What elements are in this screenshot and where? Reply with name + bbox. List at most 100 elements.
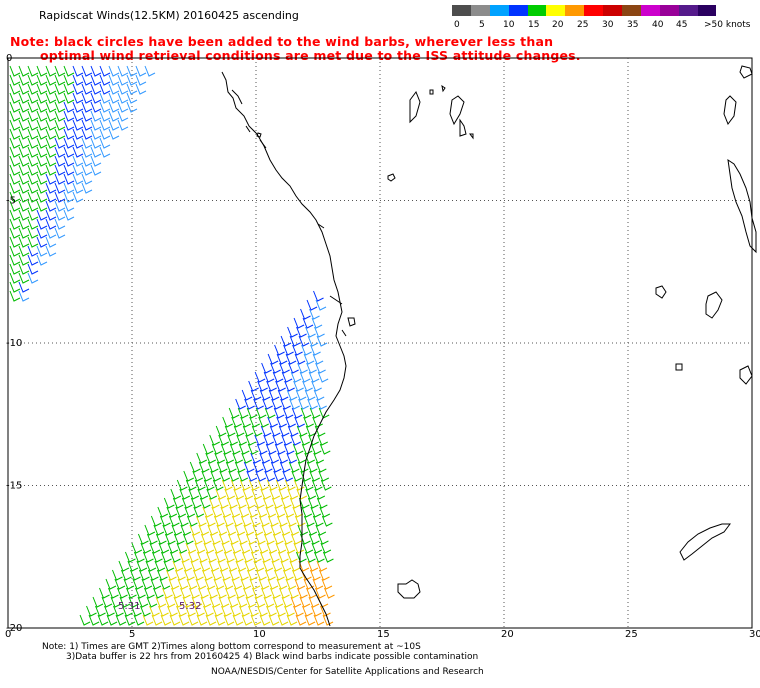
- wind-barb: [132, 578, 144, 590]
- wind-barb: [173, 596, 185, 608]
- wind-barb: [219, 470, 231, 482]
- wind-barb: [283, 344, 294, 356]
- wind-barb: [181, 560, 193, 572]
- wind-barb: [194, 542, 206, 554]
- wind-barb: [248, 380, 259, 392]
- colorbar-tick-label: 10: [503, 20, 515, 30]
- wind-barb: [45, 155, 57, 167]
- wind-barb: [99, 137, 111, 149]
- wind-barb: [45, 137, 57, 149]
- wind-barb: [241, 551, 253, 563]
- wind-barb: [182, 596, 194, 608]
- wind-barb: [9, 191, 21, 203]
- wind-barb: [18, 173, 30, 185]
- wind-barb: [258, 515, 270, 527]
- wind-barb: [176, 605, 187, 617]
- wind-barb: [9, 272, 21, 284]
- wind-barb: [299, 371, 311, 383]
- wind-barb: [163, 497, 175, 509]
- wind-barb: [163, 560, 175, 572]
- wind-barb: [259, 551, 271, 563]
- wind-barb: [265, 569, 276, 581]
- wind-barb: [226, 560, 238, 572]
- wind-barb: [9, 83, 21, 95]
- wind-barb: [185, 542, 197, 554]
- footer-credit: NOAA/NESDIS/Center for Satellite Applica…: [211, 667, 484, 677]
- wind-barb: [317, 434, 328, 446]
- measurement-time-label: 5:31: [118, 601, 140, 612]
- wind-barb: [320, 605, 331, 617]
- wind-barb: [314, 488, 326, 500]
- wind-barb: [155, 533, 167, 545]
- wind-barb: [150, 578, 162, 590]
- wind-barb: [240, 578, 252, 590]
- wind-barb: [45, 218, 57, 230]
- wind-barb: [198, 587, 209, 599]
- wind-barb: [191, 596, 203, 608]
- wind-barb: [54, 173, 66, 185]
- wind-barb: [251, 488, 263, 500]
- wind-barb: [244, 497, 256, 509]
- wind-barb: [99, 110, 111, 122]
- wind-barb: [122, 605, 133, 617]
- wind-barb: [180, 587, 191, 599]
- wind-barb: [310, 506, 322, 518]
- wind-barb: [186, 515, 198, 527]
- wind-barb: [236, 596, 248, 608]
- wind-barb: [274, 506, 286, 518]
- wind-barb: [201, 470, 213, 482]
- wind-barb: [63, 101, 75, 113]
- wind-barb: [97, 614, 109, 626]
- wind-barb: [99, 128, 111, 140]
- colorbar-swatch: [508, 5, 528, 16]
- colorbar-swatch: [527, 5, 547, 16]
- map-title: Rapidscat Winds(12.5KM) 20160425 ascendi…: [39, 9, 299, 22]
- wind-barb: [269, 425, 281, 437]
- wind-barb: [217, 560, 229, 572]
- wind-barb: [9, 65, 21, 77]
- wind-barb: [313, 389, 325, 401]
- wind-barb: [296, 488, 308, 500]
- wind-barb: [307, 398, 318, 410]
- wind-barb: [256, 506, 268, 518]
- wind-barb: [297, 587, 308, 599]
- wind-barb: [54, 119, 66, 131]
- wind-barb: [247, 569, 258, 581]
- wind-barb: [254, 371, 266, 383]
- wind-barb: [266, 605, 277, 617]
- wind-barb: [135, 74, 147, 86]
- footer-note-line-2: 3)Data buffer is 22 hrs from 20160425 4)…: [66, 652, 479, 662]
- wind-barb: [288, 587, 299, 599]
- wind-barb: [146, 596, 158, 608]
- wind-barb: [252, 587, 263, 599]
- wind-barb: [81, 92, 93, 104]
- wind-barb: [302, 380, 313, 392]
- wind-barb: [27, 110, 39, 122]
- wind-barb: [27, 272, 39, 284]
- wind-barb: [254, 596, 266, 608]
- wind-barb: [142, 614, 154, 626]
- wind-barb: [300, 308, 311, 320]
- wind-barb: [162, 587, 173, 599]
- wind-barb: [18, 83, 30, 95]
- wind-barb: [220, 506, 232, 518]
- wind-barb: [320, 542, 332, 554]
- wind-barb: [218, 596, 230, 608]
- wind-barb: [117, 92, 129, 104]
- colorbar-tick-label: >50 knots: [704, 20, 751, 30]
- wind-barb: [81, 164, 93, 176]
- island: [347, 317, 356, 327]
- wind-barb: [9, 290, 21, 302]
- wind-barb: [270, 362, 281, 374]
- wind-barb: [273, 407, 285, 419]
- wind-barb: [235, 497, 247, 509]
- wind-barb: [287, 326, 298, 338]
- wind-barb: [257, 605, 268, 617]
- wind-barb: [218, 434, 229, 446]
- wind-barb: [223, 614, 235, 626]
- wind-barb: [178, 614, 190, 626]
- wind-barb: [293, 542, 305, 554]
- wind-barb: [225, 587, 236, 599]
- wind-barb: [241, 389, 253, 401]
- wind-barb: [196, 551, 208, 563]
